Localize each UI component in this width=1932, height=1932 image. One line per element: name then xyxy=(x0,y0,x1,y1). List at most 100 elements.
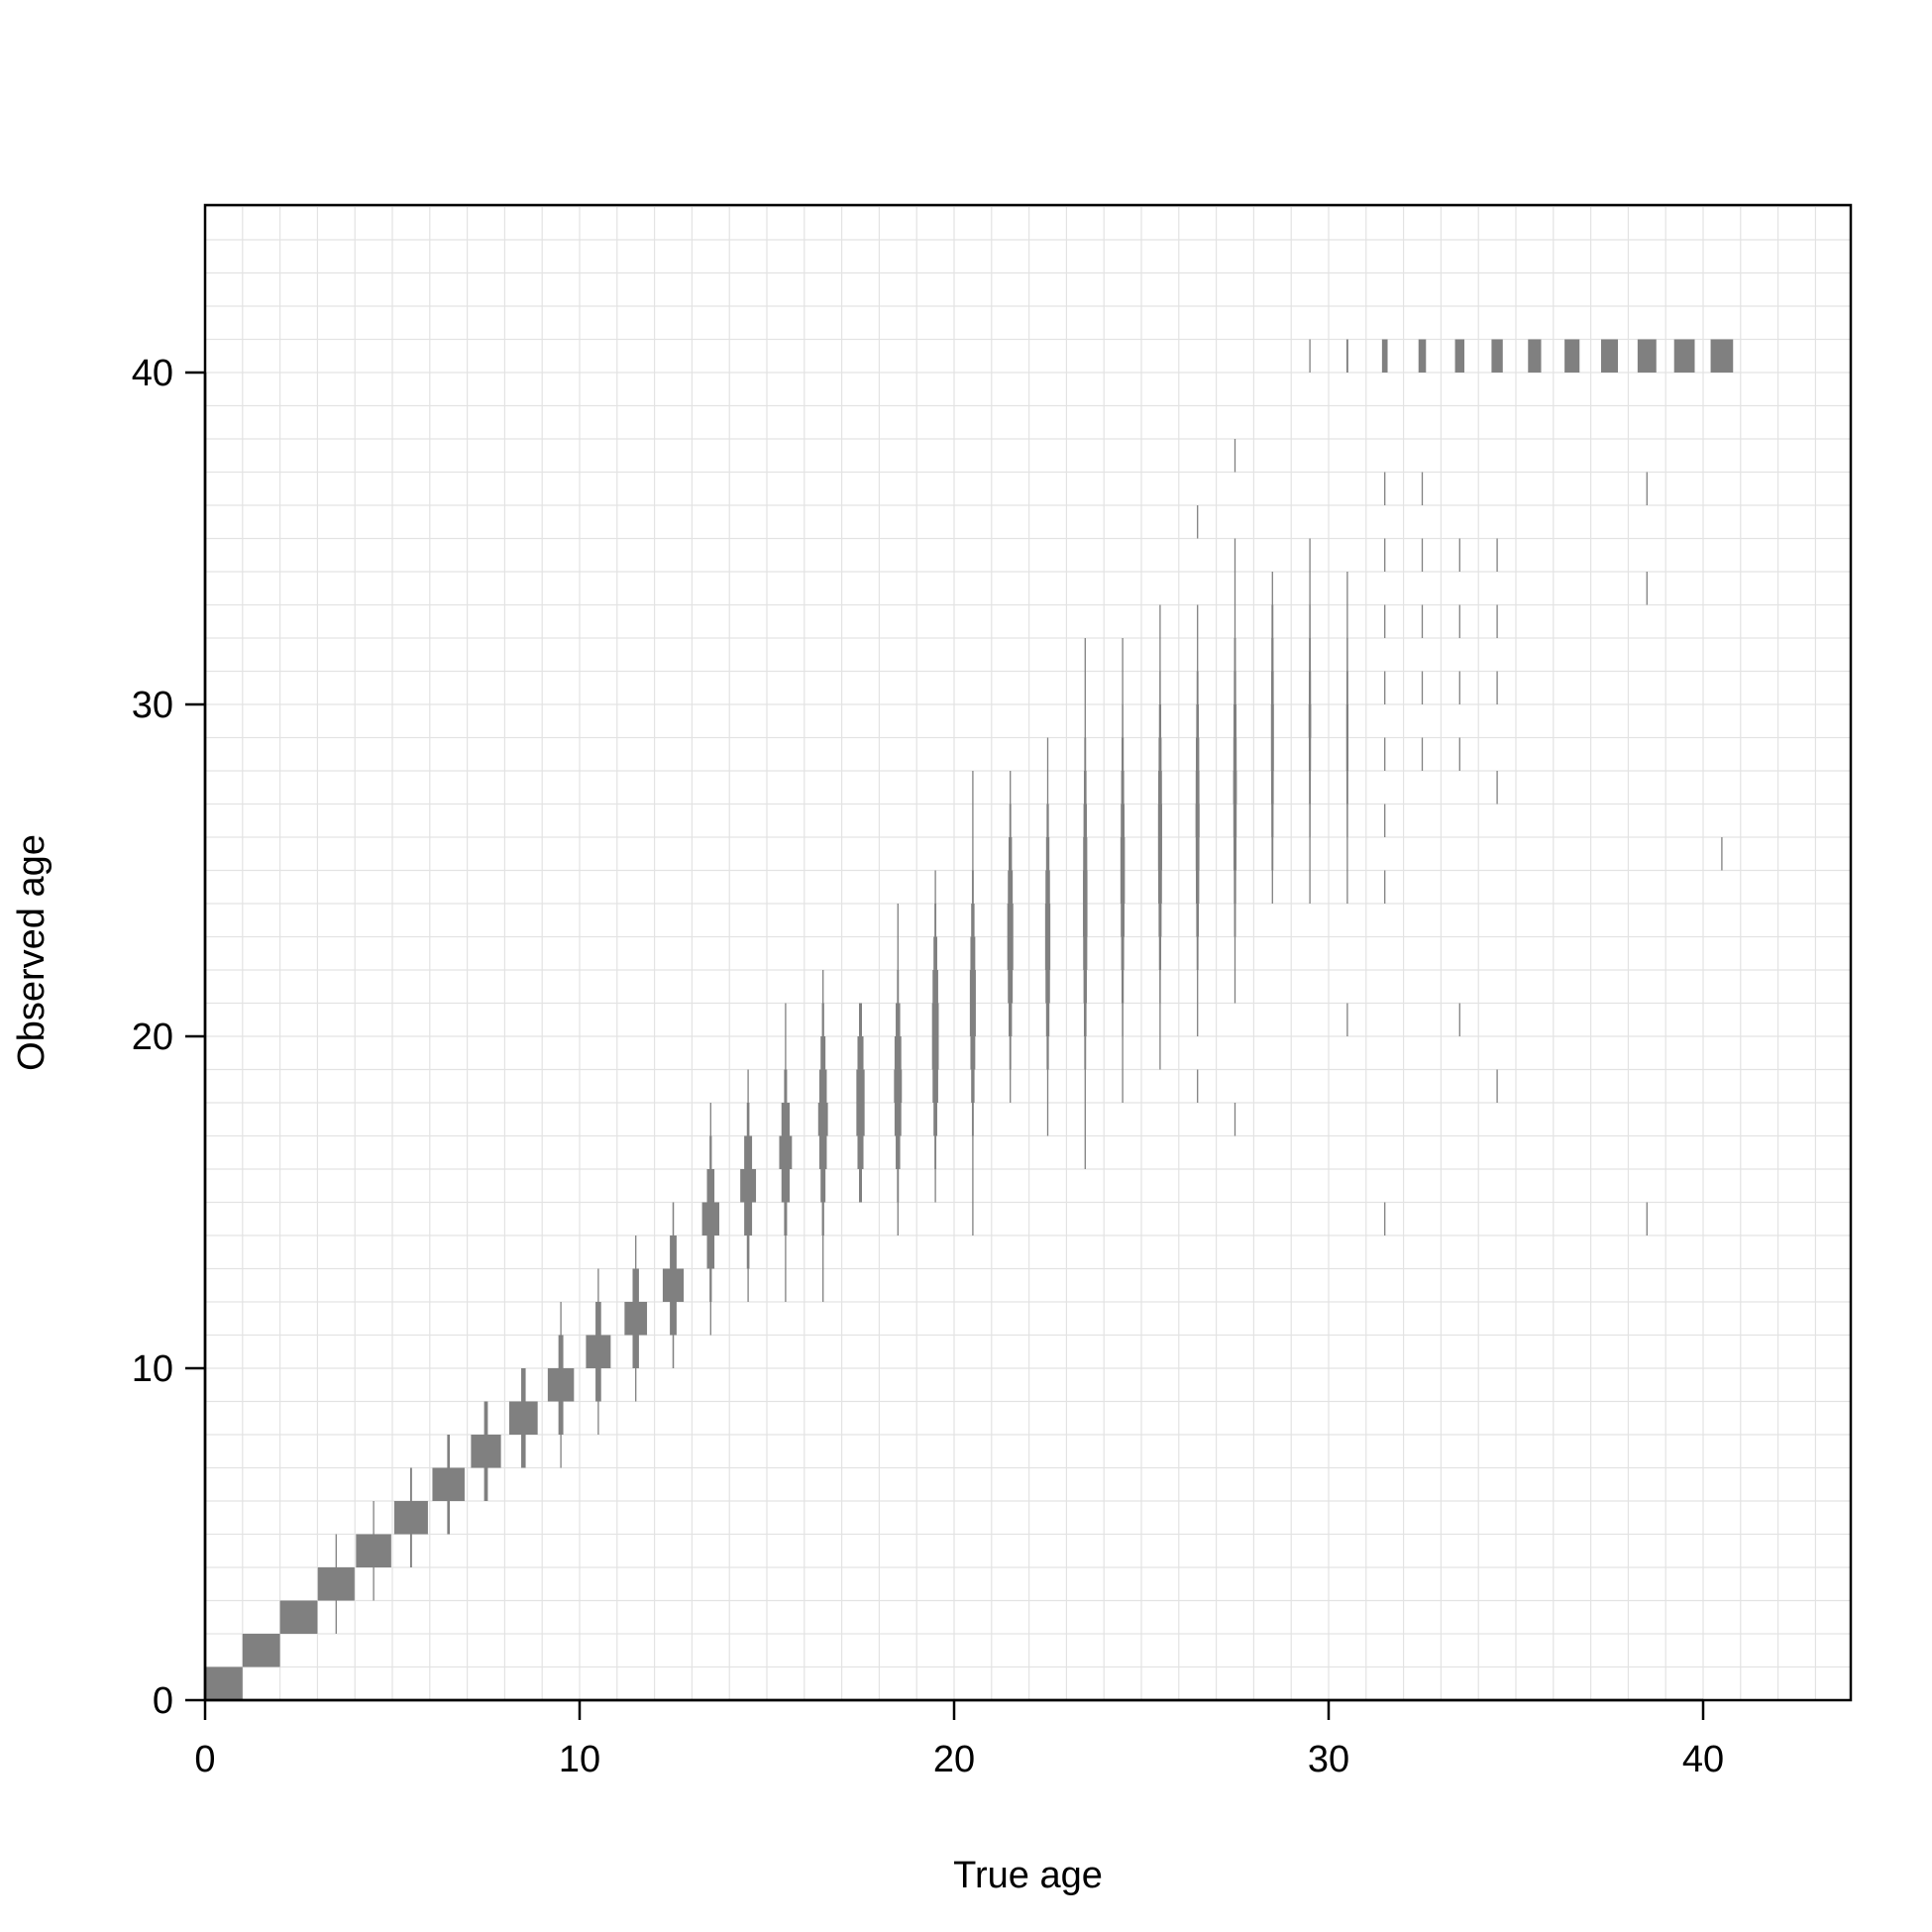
heat-cell xyxy=(1083,771,1087,805)
heat-cell xyxy=(1384,804,1386,837)
heat-cell xyxy=(1308,671,1312,704)
heat-cell xyxy=(409,1467,412,1501)
heat-cell xyxy=(1271,604,1274,638)
heat-cell xyxy=(662,1268,685,1302)
heat-cell xyxy=(1564,339,1580,373)
heat-cell xyxy=(586,1335,611,1368)
heat-cell xyxy=(1084,1036,1087,1070)
heat-cell xyxy=(1721,837,1723,871)
heat-cell xyxy=(1234,904,1236,937)
heat-cell xyxy=(1421,671,1424,704)
heat-cell xyxy=(521,1368,526,1402)
heat-cell xyxy=(897,1169,900,1203)
heat-cell xyxy=(706,1169,715,1203)
heat-cell xyxy=(709,1302,711,1336)
heat-cell xyxy=(1195,804,1200,837)
heat-cell xyxy=(632,1268,639,1302)
heat-cell xyxy=(934,904,937,937)
heat-cell xyxy=(1646,472,1648,505)
heat-cell xyxy=(1458,671,1460,704)
heat-cell xyxy=(709,1268,712,1302)
heat-cell xyxy=(1458,538,1460,572)
heat-cell xyxy=(393,1501,428,1535)
heat-cell xyxy=(242,1634,280,1667)
heat-cell xyxy=(1009,1036,1012,1070)
heat-cell xyxy=(1045,1003,1050,1036)
heat-cell xyxy=(1271,837,1274,871)
heat-cell xyxy=(1271,804,1274,837)
heat-cell xyxy=(547,1368,575,1402)
heat-cell xyxy=(1159,1003,1161,1036)
heat-cell xyxy=(1346,604,1348,638)
heat-cell xyxy=(817,1103,828,1136)
heat-cell xyxy=(747,1069,749,1103)
heat-cell xyxy=(447,1501,451,1535)
heat-cell xyxy=(1046,737,1049,771)
heat-cell xyxy=(1600,339,1619,373)
heat-cell xyxy=(1234,671,1236,704)
heat-cell xyxy=(1309,771,1312,805)
heat-cell xyxy=(1384,472,1386,505)
heat-cell xyxy=(1157,804,1162,837)
heat-cell xyxy=(471,1435,501,1468)
heat-cell xyxy=(1421,538,1424,572)
heat-cell xyxy=(1496,771,1498,805)
heat-cell xyxy=(970,936,976,970)
heat-cell xyxy=(1346,837,1348,871)
heat-cell xyxy=(1309,604,1311,638)
heat-cell xyxy=(1233,804,1237,837)
heat-cell xyxy=(205,1666,243,1700)
heat-cell xyxy=(335,1600,337,1634)
x-tick-label: 10 xyxy=(559,1739,600,1780)
heat-cell xyxy=(972,771,974,805)
heat-cell xyxy=(1122,704,1124,738)
y-axis-title: Observed age xyxy=(11,834,53,1071)
heat-cell xyxy=(1121,737,1125,771)
heat-cell xyxy=(1196,704,1200,738)
heat-cell xyxy=(1120,837,1126,871)
heat-cell xyxy=(1009,804,1012,837)
heat-cell xyxy=(1083,1003,1087,1036)
heat-cell xyxy=(373,1567,375,1601)
heat-cell xyxy=(635,1235,637,1269)
heat-cell xyxy=(1083,970,1088,1004)
x-tick-label: 40 xyxy=(1682,1739,1724,1780)
heat-cell xyxy=(820,1169,826,1203)
heat-cell xyxy=(971,1069,975,1103)
heat-cell xyxy=(1046,804,1049,837)
heat-cell xyxy=(1122,1003,1124,1036)
heat-cell xyxy=(740,1169,757,1203)
heat-cell xyxy=(1233,771,1237,805)
heat-cell xyxy=(818,1069,827,1103)
heat-cell xyxy=(1234,572,1236,605)
heat-cell xyxy=(701,1202,719,1235)
heat-cell xyxy=(632,1335,639,1368)
heat-cell xyxy=(822,1235,824,1269)
heat-cell xyxy=(1044,936,1051,970)
heat-cell xyxy=(821,1003,824,1036)
heat-cell xyxy=(335,1534,337,1567)
heat-cell xyxy=(932,970,938,1004)
heat-cell xyxy=(1197,1003,1199,1036)
y-tick-label: 20 xyxy=(132,1017,173,1058)
heat-cell xyxy=(558,1335,564,1368)
heat-cell xyxy=(709,1103,711,1136)
heat-cell xyxy=(1673,339,1695,373)
heat-cell xyxy=(856,1069,865,1103)
heat-cell xyxy=(1233,737,1237,771)
heat-cell xyxy=(1122,1069,1124,1103)
x-axis: 0 10 20 30 40 xyxy=(194,1698,1724,1780)
heat-cell xyxy=(1158,771,1162,805)
heat-cell xyxy=(746,1235,750,1269)
heat-cell xyxy=(1528,339,1542,373)
heat-cell xyxy=(558,1401,564,1435)
heat-cell xyxy=(972,804,974,837)
heat-cell xyxy=(972,1202,974,1235)
heat-cell xyxy=(1309,870,1311,904)
heat-cell xyxy=(1121,904,1125,937)
heat-cell xyxy=(1196,671,1199,704)
heat-cell xyxy=(1309,339,1311,373)
heat-cell xyxy=(1270,671,1274,704)
heat-cell xyxy=(894,1103,902,1136)
heat-cell xyxy=(624,1302,648,1336)
